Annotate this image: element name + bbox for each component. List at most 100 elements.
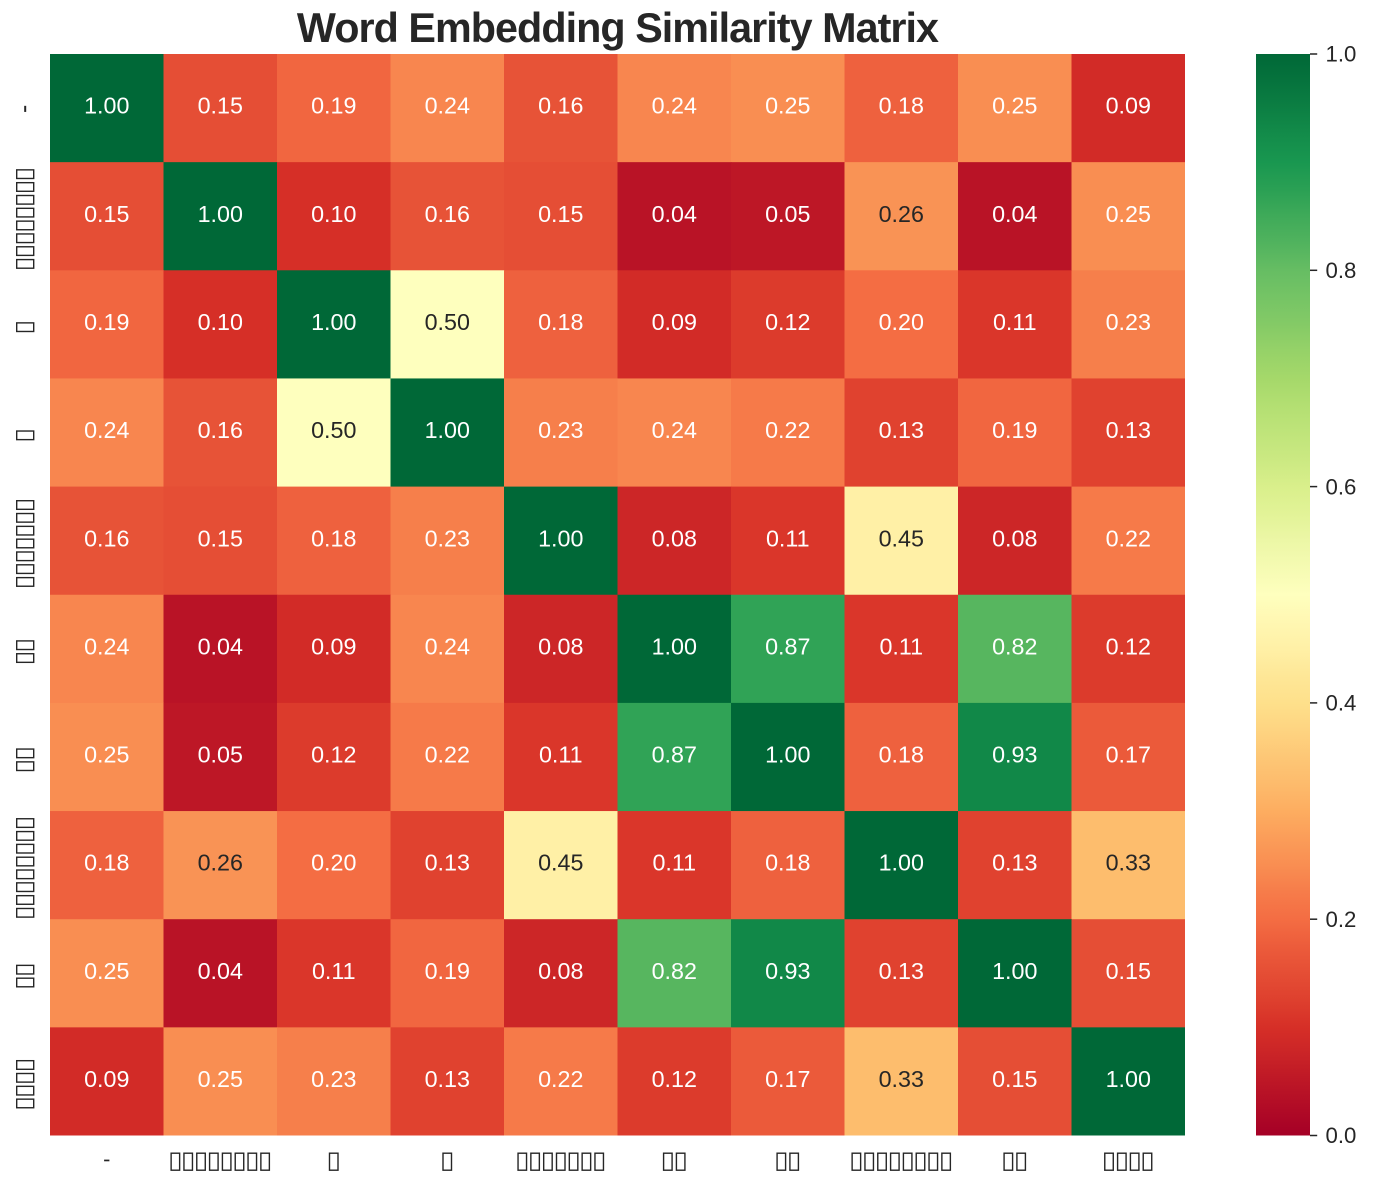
svg-text:0.04: 0.04 (652, 201, 697, 227)
svg-text:0.13: 0.13 (879, 417, 924, 443)
svg-text:0.15: 0.15 (1106, 958, 1151, 984)
svg-text:0.15: 0.15 (198, 525, 243, 551)
svg-text:0.11: 0.11 (652, 850, 696, 876)
svg-text:0.25: 0.25 (84, 958, 129, 984)
svg-text:0.6: 0.6 (1326, 474, 1357, 499)
svg-text:0.17: 0.17 (765, 1066, 810, 1092)
svg-text:0.09: 0.09 (84, 1066, 129, 1092)
svg-text:0.10: 0.10 (198, 309, 243, 335)
svg-text:0.11: 0.11 (539, 742, 583, 768)
svg-text:0.24: 0.24 (652, 417, 697, 443)
svg-text:0.15: 0.15 (84, 201, 129, 227)
svg-text:0.04: 0.04 (992, 201, 1037, 227)
svg-text:0.09: 0.09 (311, 633, 356, 659)
svg-text:0.93: 0.93 (765, 958, 810, 984)
svg-text:1.0: 1.0 (1326, 42, 1357, 67)
svg-text:1.00: 1.00 (879, 850, 924, 876)
svg-text:Word Embedding Similarity Matr: Word Embedding Similarity Matrix (297, 5, 939, 51)
svg-text:0.45: 0.45 (879, 525, 924, 551)
svg-text:0.87: 0.87 (652, 742, 697, 768)
svg-text:0.11: 0.11 (766, 525, 810, 551)
svg-text:0.33: 0.33 (879, 1066, 924, 1092)
svg-text:0.05: 0.05 (198, 742, 243, 768)
svg-text:0.12: 0.12 (765, 309, 810, 335)
svg-text:0.08: 0.08 (538, 633, 583, 659)
svg-text:0.93: 0.93 (992, 742, 1037, 768)
svg-text:1.00: 1.00 (311, 309, 356, 335)
svg-text:0.19: 0.19 (992, 417, 1037, 443)
svg-text:0.05: 0.05 (765, 201, 810, 227)
svg-text:0.17: 0.17 (1106, 742, 1151, 768)
svg-text:0.25: 0.25 (765, 93, 810, 119)
svg-text:0.20: 0.20 (311, 850, 356, 876)
svg-text:0.24: 0.24 (84, 417, 129, 443)
svg-text:0.22: 0.22 (425, 742, 470, 768)
svg-text:0.08: 0.08 (652, 525, 697, 551)
svg-text:0.82: 0.82 (652, 958, 697, 984)
svg-text:0.08: 0.08 (538, 958, 583, 984)
svg-text:1.00: 1.00 (84, 93, 129, 119)
svg-text:0.12: 0.12 (311, 742, 356, 768)
svg-text:0.23: 0.23 (538, 417, 583, 443)
svg-text:0.23: 0.23 (425, 525, 470, 551)
svg-text:1.00: 1.00 (538, 525, 583, 551)
svg-text:1.00: 1.00 (425, 417, 470, 443)
svg-text:1.00: 1.00 (198, 201, 243, 227)
svg-text:0.26: 0.26 (879, 201, 924, 227)
svg-text:1.00: 1.00 (992, 958, 1037, 984)
svg-text:0.24: 0.24 (84, 633, 129, 659)
svg-text:0.19: 0.19 (84, 309, 129, 335)
svg-text:0.18: 0.18 (765, 850, 810, 876)
svg-text:0.10: 0.10 (311, 201, 356, 227)
svg-text:0.15: 0.15 (992, 1066, 1037, 1092)
svg-text:0.50: 0.50 (311, 417, 356, 443)
svg-text:0.11: 0.11 (879, 633, 923, 659)
svg-text:0.19: 0.19 (311, 93, 356, 119)
svg-text:0.18: 0.18 (84, 850, 129, 876)
svg-text:0.82: 0.82 (992, 633, 1037, 659)
svg-text:1.00: 1.00 (1106, 1066, 1151, 1092)
svg-text:0.25: 0.25 (84, 742, 129, 768)
svg-text:1.00: 1.00 (652, 633, 697, 659)
svg-text:0.8: 0.8 (1326, 258, 1357, 283)
svg-text:0.22: 0.22 (1106, 525, 1151, 551)
svg-text:0.04: 0.04 (198, 958, 243, 984)
svg-text:0.11: 0.11 (312, 958, 356, 984)
svg-text:0.13: 0.13 (992, 850, 1037, 876)
svg-text:1.00: 1.00 (765, 742, 810, 768)
svg-text:0.24: 0.24 (425, 93, 470, 119)
svg-text:0.2: 0.2 (1326, 907, 1357, 932)
svg-text:0.24: 0.24 (425, 633, 470, 659)
svg-text:0.20: 0.20 (879, 309, 924, 335)
svg-text:0.13: 0.13 (425, 850, 470, 876)
svg-text:0.50: 0.50 (425, 309, 470, 335)
svg-text:0.45: 0.45 (538, 850, 583, 876)
svg-text:0.4: 0.4 (1326, 691, 1357, 716)
svg-text:0.13: 0.13 (425, 1066, 470, 1092)
svg-text:0.22: 0.22 (538, 1066, 583, 1092)
svg-text:0.04: 0.04 (198, 633, 243, 659)
svg-text:0.12: 0.12 (1106, 633, 1151, 659)
svg-text:0.87: 0.87 (765, 633, 810, 659)
svg-text:0.16: 0.16 (425, 201, 470, 227)
svg-text:0.25: 0.25 (1106, 201, 1151, 227)
svg-text:0.16: 0.16 (538, 93, 583, 119)
svg-text:0.13: 0.13 (879, 958, 924, 984)
svg-text:0.18: 0.18 (879, 93, 924, 119)
svg-text:0.24: 0.24 (652, 93, 697, 119)
svg-text:0.09: 0.09 (652, 309, 697, 335)
svg-text:0.16: 0.16 (198, 417, 243, 443)
svg-text:0.23: 0.23 (311, 1066, 356, 1092)
svg-text:0.19: 0.19 (425, 958, 470, 984)
svg-text:0.33: 0.33 (1106, 850, 1151, 876)
svg-text:0.09: 0.09 (1106, 93, 1151, 119)
svg-text:0.25: 0.25 (992, 93, 1037, 119)
svg-text:0.23: 0.23 (1106, 309, 1151, 335)
svg-text:0.08: 0.08 (992, 525, 1037, 551)
svg-text:0.18: 0.18 (879, 742, 924, 768)
svg-text:0.22: 0.22 (765, 417, 810, 443)
svg-text:0.16: 0.16 (84, 525, 129, 551)
svg-text:0.26: 0.26 (198, 850, 243, 876)
svg-text:0.13: 0.13 (1106, 417, 1151, 443)
svg-text:0.12: 0.12 (652, 1066, 697, 1092)
